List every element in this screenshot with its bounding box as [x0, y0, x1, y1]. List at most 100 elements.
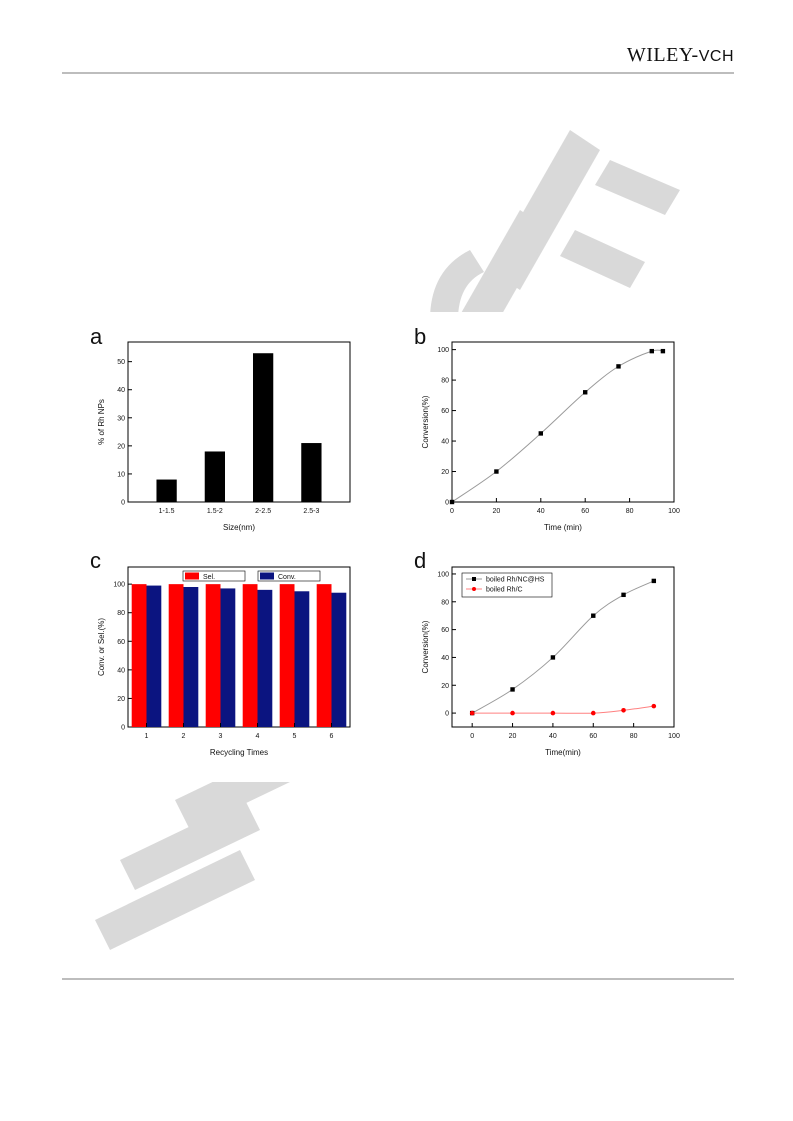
- y-tick-label: 50: [117, 359, 125, 366]
- bar-conv-2: [183, 587, 199, 727]
- y-tick-label: 20: [441, 469, 449, 476]
- bar-conv-4: [257, 589, 273, 727]
- x-tick-label: 3: [219, 733, 223, 740]
- y-axis-label: Conv. or Sel.(%): [97, 618, 106, 676]
- x-axis-label: Recycling Times: [210, 748, 268, 757]
- data-point: [583, 390, 588, 395]
- x-tick-label: 0: [450, 508, 454, 515]
- y-axis-label: Conversion(%): [421, 620, 430, 673]
- panel-label-c: c: [90, 548, 101, 573]
- x-tick-label: 60: [581, 508, 589, 515]
- legend-swatch: [185, 572, 199, 580]
- plot-frame: [127, 566, 351, 728]
- x-tick-label: 2-2.5: [255, 508, 271, 515]
- x-tick-label: 80: [630, 733, 638, 740]
- y-tick-label: 20: [117, 443, 125, 450]
- y-tick-label: 40: [117, 387, 125, 394]
- data-point: [550, 710, 556, 716]
- y-tick-label: 40: [441, 439, 449, 446]
- legend-label: Sel.: [203, 574, 215, 581]
- y-tick-label: 40: [117, 667, 125, 674]
- y-tick-label: 30: [117, 415, 125, 422]
- y-tick-label: 100: [437, 571, 449, 578]
- x-axis-label: Time(min): [545, 748, 581, 757]
- bar-conv-1: [146, 585, 162, 727]
- data-point: [621, 708, 626, 713]
- y-tick-label: 60: [117, 639, 125, 646]
- x-tick-label: 100: [668, 508, 680, 515]
- legend-label: Conv.: [278, 574, 296, 581]
- bar-sel-5: [279, 584, 295, 727]
- y-tick-label: 60: [441, 408, 449, 415]
- chart-recycling: Recycling Times Conv. or Sel.(%) 0 20 40 60 80…: [97, 566, 351, 757]
- legend-swatch: [260, 572, 274, 580]
- bar-sel-2: [168, 584, 184, 727]
- chart-size-distribution: Size(nm) % of Rh NPs 0 10 20 30 40 50 1-1.5 1.5-2…: [97, 341, 351, 532]
- data-point: [590, 710, 596, 716]
- chart-boiled-comparison: Time(min) Conversion(%) 0 20 40 60 80 100 0 20 40 6…: [421, 566, 680, 757]
- x-tick-label: 20: [509, 733, 517, 740]
- x-tick-label: 100: [668, 733, 680, 740]
- panel-label-d: d: [414, 548, 427, 573]
- plot-frame: [127, 341, 351, 503]
- legend-label: boiled Rh/NC@HS: [486, 577, 545, 584]
- x-tick-label: 80: [626, 508, 634, 515]
- y-tick-label: 100: [113, 582, 125, 589]
- y-tick-label: 40: [441, 655, 449, 662]
- series-line: [471, 580, 655, 714]
- x-tick-label: 20: [493, 508, 501, 515]
- data-point: [591, 613, 596, 618]
- footer-rule: [62, 978, 734, 980]
- series-line: [472, 705, 654, 714]
- x-axis-label: Time (min): [544, 523, 582, 532]
- data-point: [649, 348, 654, 354]
- bar-1.5-2: [204, 451, 226, 502]
- data-point: [550, 655, 556, 660]
- legend-marker: [472, 577, 476, 581]
- data-point: [651, 703, 657, 709]
- legend-marker: [472, 587, 476, 591]
- data-point: [616, 364, 621, 369]
- y-tick-label: 0: [121, 500, 125, 507]
- y-tick-label: 20: [117, 696, 125, 703]
- legend-box: [257, 570, 321, 582]
- data-point: [538, 431, 543, 436]
- data-point: [510, 687, 515, 692]
- x-tick-label: 0: [470, 733, 474, 740]
- legend-box: [182, 570, 246, 582]
- bar-2-2.5: [252, 353, 274, 502]
- bar-conv-6: [331, 592, 347, 727]
- bar-sel-6: [316, 584, 332, 727]
- legend-label: boiled Rh/C: [486, 587, 523, 594]
- y-tick-label: 10: [117, 471, 125, 478]
- data-point: [651, 578, 657, 584]
- data-point: [510, 710, 515, 716]
- panel-label-b: b: [414, 324, 427, 349]
- series-line: [451, 349, 663, 503]
- legend-item: Sel.: [182, 570, 246, 582]
- plot-frame: [451, 566, 675, 728]
- bar-2.5-3: [301, 443, 322, 502]
- x-tick-label: 2: [182, 733, 186, 740]
- y-tick-label: 80: [117, 610, 125, 617]
- x-tick-label: 40: [549, 733, 557, 740]
- x-tick-label: 1-1.5: [159, 508, 175, 515]
- legend-item: Conv.: [257, 570, 321, 582]
- x-axis-label: Size(nm): [223, 523, 255, 532]
- x-tick-label: 6: [330, 733, 334, 740]
- x-tick-label: 60: [589, 733, 597, 740]
- y-tick-label: 60: [441, 627, 449, 634]
- publisher-logo: WILEY-VCH: [626, 44, 734, 66]
- bar-1-1.5: [156, 479, 177, 502]
- x-tick-label: 40: [537, 508, 545, 515]
- header-rule: [62, 72, 734, 74]
- y-axis-label: % of Rh NPs: [97, 399, 106, 445]
- x-tick-label: 2.5-3: [303, 508, 319, 515]
- y-tick-label: 80: [441, 599, 449, 606]
- y-tick-label: 20: [441, 683, 449, 690]
- bar-sel-4: [242, 584, 258, 727]
- y-axis-label: Conversion(%): [421, 395, 430, 448]
- y-tick-label: 0: [445, 711, 449, 718]
- x-tick-label: 1: [145, 733, 149, 740]
- x-tick-label: 5: [293, 733, 297, 740]
